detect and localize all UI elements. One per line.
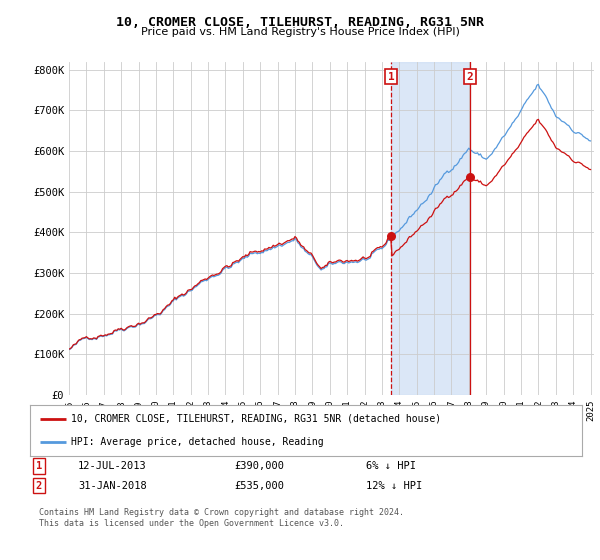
Text: Contains HM Land Registry data © Crown copyright and database right 2024.
This d: Contains HM Land Registry data © Crown c… xyxy=(39,508,404,528)
Text: 10, CROMER CLOSE, TILEHURST, READING, RG31 5NR: 10, CROMER CLOSE, TILEHURST, READING, RG… xyxy=(116,16,484,29)
Text: £390,000: £390,000 xyxy=(234,461,284,471)
Text: 1: 1 xyxy=(388,72,395,82)
Point xyxy=(466,173,475,182)
Text: 12-JUL-2013: 12-JUL-2013 xyxy=(78,461,147,471)
Text: HPI: Average price, detached house, Reading: HPI: Average price, detached house, Read… xyxy=(71,437,324,447)
Text: 12% ↓ HPI: 12% ↓ HPI xyxy=(366,480,422,491)
Text: 6% ↓ HPI: 6% ↓ HPI xyxy=(366,461,416,471)
Text: £535,000: £535,000 xyxy=(234,480,284,491)
Text: 2: 2 xyxy=(467,72,473,82)
Point xyxy=(386,232,396,241)
Text: 1: 1 xyxy=(36,461,42,471)
Text: 2: 2 xyxy=(36,480,42,491)
Text: 10, CROMER CLOSE, TILEHURST, READING, RG31 5NR (detached house): 10, CROMER CLOSE, TILEHURST, READING, RG… xyxy=(71,414,442,424)
Bar xyxy=(391,62,470,395)
Text: Price paid vs. HM Land Registry's House Price Index (HPI): Price paid vs. HM Land Registry's House … xyxy=(140,27,460,37)
Text: 31-JAN-2018: 31-JAN-2018 xyxy=(78,480,147,491)
